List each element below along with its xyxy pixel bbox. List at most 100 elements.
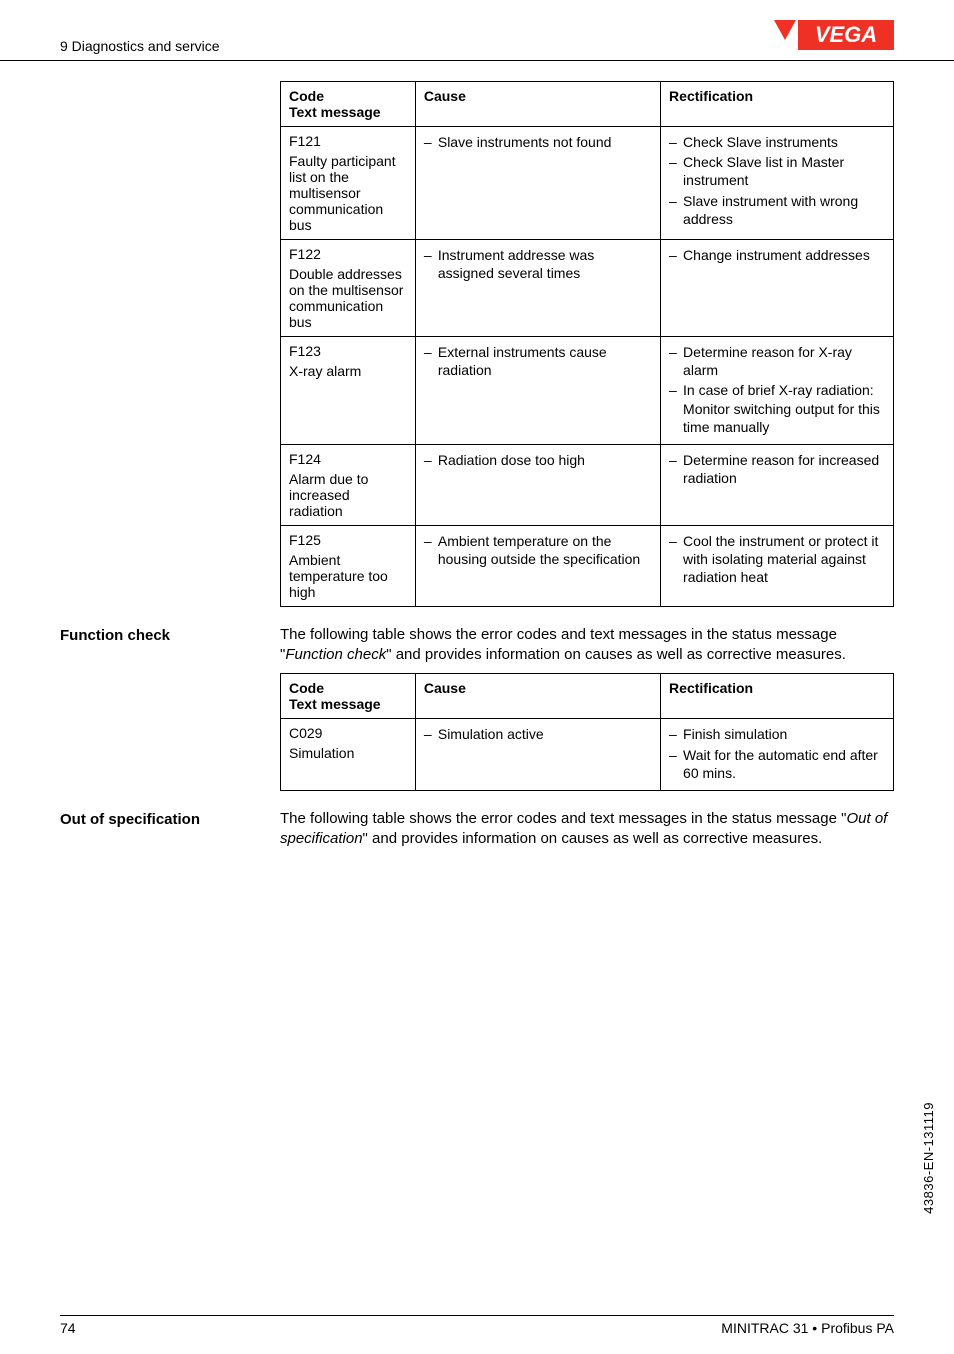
document-code-vertical: 43836-EN-131119 — [921, 1102, 936, 1214]
dash-item: Instrument addresse was assigned several… — [424, 246, 652, 282]
dash-list: Determine reason for increased radiation — [669, 451, 885, 487]
code-id: F123 — [289, 343, 407, 359]
page-header: 9 Diagnostics and service VEGA — [0, 0, 954, 61]
th-cause: Cause — [415, 674, 660, 719]
cell-code: F123 X-ray alarm — [281, 337, 416, 445]
content-area: Code Text message Cause Rectification F1… — [0, 61, 954, 858]
cell-cause: Slave instruments not found — [415, 127, 660, 240]
dash-item: Check Slave list in Master instrument — [669, 153, 885, 189]
table-row: F125 Ambient temperature too high Ambient … — [281, 525, 894, 606]
table-row: F121 Faulty participant list on the multi… — [281, 127, 894, 240]
table-row: F123 X-ray alarm External instruments caus… — [281, 337, 894, 445]
dash-list: Simulation active — [424, 725, 652, 743]
code-id: F125 — [289, 532, 407, 548]
cell-code: C029 Simulation — [281, 719, 416, 791]
cell-rectification: Change instrument addresses — [661, 240, 894, 337]
row-function-check: Function check The following table shows… — [60, 625, 894, 791]
th-textmsg-label: Text message — [289, 104, 381, 120]
code-description: Double addresses on the multisensor comm… — [289, 266, 407, 330]
dash-item: Cool the instrument or protect it with i… — [669, 532, 885, 587]
main-function-check: The following table shows the error code… — [280, 625, 894, 791]
label-function-check: Function check — [60, 625, 280, 644]
os-post: " and provides information on causes as … — [363, 830, 823, 847]
dash-item: Simulation active — [424, 725, 652, 743]
code-id: C029 — [289, 725, 407, 741]
code-description: Alarm due to increased radiation — [289, 471, 407, 519]
dash-item: Ambient temperature on the housing outsi… — [424, 532, 652, 568]
svg-text:VEGA: VEGA — [815, 22, 877, 47]
cell-rectification: Determine reason for increased radiation — [661, 444, 894, 525]
dash-list: Cool the instrument or protect it with i… — [669, 532, 885, 587]
cell-code: F125 Ambient temperature too high — [281, 525, 416, 606]
dash-item: Determine reason for X-ray alarm — [669, 343, 885, 379]
label-out-of-spec: Out of specification — [60, 809, 280, 828]
section-title: 9 Diagnostics and service — [60, 38, 220, 54]
dash-list: Ambient temperature on the housing outsi… — [424, 532, 652, 568]
dash-item: Check Slave instruments — [669, 133, 885, 151]
vega-logo: VEGA — [774, 20, 894, 54]
table-header-row: Code Text message Cause Rectification — [281, 674, 894, 719]
code-description: Faulty participant list on the multisens… — [289, 153, 407, 233]
dash-list: Radiation dose too high — [424, 451, 652, 469]
dash-item: Wait for the automatic end after 60 mins… — [669, 746, 885, 782]
page-footer: 74 MINITRAC 31 • Profibus PA — [60, 1315, 894, 1336]
th-rect: Rectification — [661, 674, 894, 719]
page: 9 Diagnostics and service VEGA Code — [0, 0, 954, 1354]
cell-cause: Simulation active — [415, 719, 660, 791]
code-id: F121 — [289, 133, 407, 149]
cell-rectification: Check Slave instruments Check Slave list … — [661, 127, 894, 240]
th-cause: Cause — [415, 82, 660, 127]
code-id: F124 — [289, 451, 407, 467]
cell-cause: Instrument addresse was assigned several… — [415, 240, 660, 337]
row-table1: Code Text message Cause Rectification F1… — [60, 81, 894, 607]
code-description: Simulation — [289, 745, 407, 761]
main-out-of-spec: The following table shows the error code… — [280, 809, 894, 858]
dash-list: Finish simulation Wait for the automatic … — [669, 725, 885, 782]
cell-cause: Ambient temperature on the housing outsi… — [415, 525, 660, 606]
dash-list: Change instrument addresses — [669, 246, 885, 264]
th-code-label: Code — [289, 680, 324, 696]
cell-code: F121 Faulty participant list on the multi… — [281, 127, 416, 240]
dash-item: In case of brief X-ray radiation: Monito… — [669, 381, 885, 436]
cell-rectification: Finish simulation Wait for the automatic … — [661, 719, 894, 791]
th-code-label: Code — [289, 88, 324, 104]
cell-code: F124 Alarm due to increased radiation — [281, 444, 416, 525]
cell-rectification: Cool the instrument or protect it with i… — [661, 525, 894, 606]
side-label-empty — [60, 81, 280, 83]
fc-em: Function check — [285, 646, 386, 663]
dash-item: Slave instrument with wrong address — [669, 192, 885, 228]
dash-list: External instruments cause radiation — [424, 343, 652, 379]
function-check-paragraph: The following table shows the error code… — [280, 625, 894, 666]
os-pre: The following table shows the error code… — [280, 810, 846, 827]
th-code: Code Text message — [281, 82, 416, 127]
main-col-table1: Code Text message Cause Rectification F1… — [280, 81, 894, 607]
th-textmsg-label: Text message — [289, 696, 381, 712]
code-description: Ambient temperature too high — [289, 552, 407, 600]
code-description: X-ray alarm — [289, 363, 407, 379]
out-of-spec-paragraph: The following table shows the error code… — [280, 809, 894, 850]
diagnostics-table-2: Code Text message Cause Rectification C0… — [280, 673, 894, 791]
dash-item: Finish simulation — [669, 725, 885, 743]
table-row: F122 Double addresses on the multisensor … — [281, 240, 894, 337]
code-id: F122 — [289, 246, 407, 262]
cell-code: F122 Double addresses on the multisensor … — [281, 240, 416, 337]
page-number: 74 — [60, 1320, 76, 1336]
product-name: MINITRAC 31 • Profibus PA — [721, 1320, 894, 1336]
fc-post: " and provides information on causes as … — [386, 646, 846, 663]
dash-item: External instruments cause radiation — [424, 343, 652, 379]
dash-item: Radiation dose too high — [424, 451, 652, 469]
dash-list: Check Slave instruments Check Slave list … — [669, 133, 885, 228]
table-header-row: Code Text message Cause Rectification — [281, 82, 894, 127]
dash-list: Determine reason for X-ray alarmIn case … — [669, 343, 885, 436]
cell-cause: External instruments cause radiation — [415, 337, 660, 445]
th-rect: Rectification — [661, 82, 894, 127]
diagnostics-table-1: Code Text message Cause Rectification F1… — [280, 81, 894, 607]
cell-rectification: Determine reason for X-ray alarmIn case … — [661, 337, 894, 445]
cell-cause: Radiation dose too high — [415, 444, 660, 525]
dash-list: Instrument addresse was assigned several… — [424, 246, 652, 282]
th-code: Code Text message — [281, 674, 416, 719]
table-row: F124 Alarm due to increased radiation Radi… — [281, 444, 894, 525]
dash-item: Slave instruments not found — [424, 133, 652, 151]
table-row: C029 Simulation Simulation active Finish si… — [281, 719, 894, 791]
dash-item: Change instrument addresses — [669, 246, 885, 264]
